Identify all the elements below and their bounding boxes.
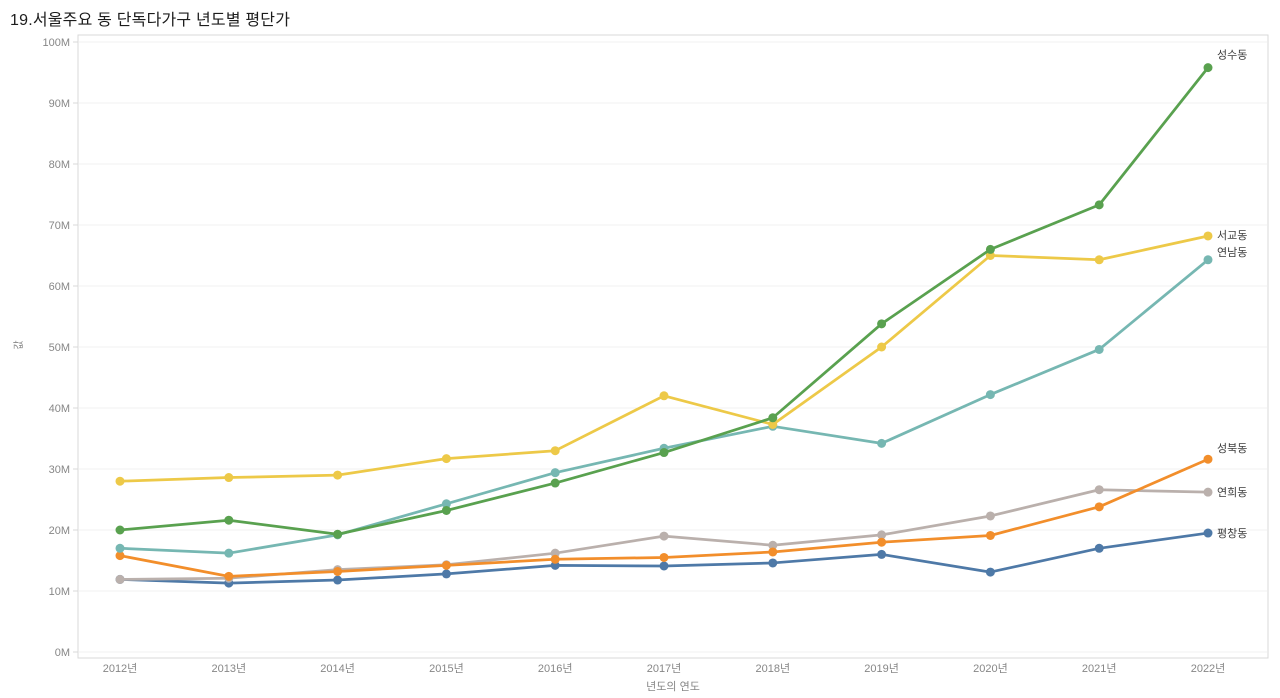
series-end-label: 서교동 [1217, 229, 1247, 242]
y-tick-label: 60M [49, 281, 70, 293]
data-point[interactable] [550, 554, 560, 564]
data-point[interactable] [1094, 255, 1104, 265]
x-tick-label: 2020년 [973, 662, 1008, 675]
x-tick-label: 2013년 [212, 662, 247, 675]
data-point[interactable] [550, 468, 560, 478]
x-tick-label: 2014년 [320, 662, 355, 675]
data-point[interactable] [1203, 255, 1213, 265]
data-point[interactable] [659, 448, 669, 458]
x-tick-label: 2022년 [1191, 662, 1226, 675]
x-tick-label: 2016년 [538, 662, 573, 675]
y-tick-label: 10M [49, 586, 70, 598]
series-line[interactable] [119, 258, 1209, 555]
data-point[interactable] [333, 566, 343, 576]
data-point[interactable] [1203, 63, 1213, 73]
data-point[interactable] [441, 499, 451, 509]
y-tick-label: 0M [55, 647, 70, 659]
plot-border [77, 34, 1269, 659]
data-point[interactable] [768, 540, 778, 550]
data-point[interactable] [768, 413, 778, 423]
data-point[interactable] [1203, 454, 1213, 464]
data-point[interactable] [877, 537, 887, 547]
x-tick-label: 2012년 [103, 662, 138, 675]
y-tick-label: 20M [49, 525, 70, 537]
data-point[interactable] [768, 558, 778, 568]
data-point[interactable] [877, 342, 887, 352]
data-point[interactable] [1203, 528, 1213, 538]
x-tick-label: 2019년 [864, 662, 899, 675]
data-point[interactable] [1094, 485, 1104, 495]
data-point[interactable] [877, 438, 887, 448]
data-point[interactable] [115, 476, 125, 486]
chart-title: 19.서울주요 동 단독다가구 년도별 평단가 [10, 12, 291, 29]
x-tick-label: 2018년 [756, 662, 791, 675]
series-end-label: 평창동 [1217, 527, 1247, 540]
data-point[interactable] [441, 569, 451, 579]
data-point[interactable] [985, 244, 995, 254]
data-point[interactable] [441, 454, 451, 464]
data-point[interactable] [659, 391, 669, 401]
data-point[interactable] [550, 446, 560, 456]
data-point[interactable] [985, 390, 995, 400]
series-line[interactable] [119, 66, 1210, 536]
data-point[interactable] [877, 319, 887, 329]
data-point[interactable] [333, 529, 343, 539]
x-tick-label: 2021년 [1082, 662, 1117, 675]
data-point[interactable] [877, 530, 887, 540]
data-point[interactable] [659, 552, 669, 562]
y-tick-label: 30M [49, 464, 70, 476]
x-axis-title: 년도의 연도 [646, 680, 700, 693]
data-point[interactable] [1094, 502, 1104, 512]
data-point[interactable] [1094, 344, 1104, 354]
x-tick-label: 2017년 [647, 662, 682, 675]
data-point[interactable] [441, 505, 451, 515]
data-point[interactable] [768, 547, 778, 557]
data-point[interactable] [1203, 231, 1213, 241]
data-point[interactable] [224, 515, 234, 525]
data-point[interactable] [115, 525, 125, 535]
y-tick-label: 100M [42, 37, 70, 49]
data-point[interactable] [224, 473, 234, 483]
data-point[interactable] [985, 530, 995, 540]
data-point[interactable] [985, 511, 995, 521]
y-axis-title: 값 [13, 340, 25, 349]
y-tick-label: 80M [49, 159, 70, 171]
series-end-label: 연남동 [1217, 246, 1247, 259]
data-point[interactable] [115, 551, 125, 561]
data-point[interactable] [1094, 543, 1104, 553]
data-point[interactable] [1094, 200, 1104, 210]
data-point[interactable] [1203, 487, 1213, 497]
data-point[interactable] [333, 575, 343, 585]
series-end-label: 성수동 [1217, 49, 1247, 62]
data-point[interactable] [659, 531, 669, 541]
data-point[interactable] [115, 574, 125, 584]
data-point[interactable] [224, 571, 234, 581]
data-point[interactable] [550, 478, 560, 488]
y-tick-label: 70M [49, 220, 70, 232]
series-end-label: 성북동 [1217, 442, 1247, 455]
data-point[interactable] [333, 470, 343, 480]
data-point[interactable] [115, 543, 125, 553]
y-tick-label: 40M [49, 403, 70, 415]
data-point[interactable] [441, 560, 451, 570]
data-point[interactable] [768, 419, 778, 429]
series-end-label: 연희동 [1217, 486, 1247, 499]
data-point[interactable] [224, 548, 234, 558]
data-point[interactable] [877, 549, 887, 559]
data-point[interactable] [659, 561, 669, 571]
x-tick-label: 2015년 [429, 662, 464, 675]
data-point[interactable] [985, 567, 995, 577]
y-tick-label: 90M [49, 98, 70, 110]
y-tick-label: 50M [49, 342, 70, 354]
